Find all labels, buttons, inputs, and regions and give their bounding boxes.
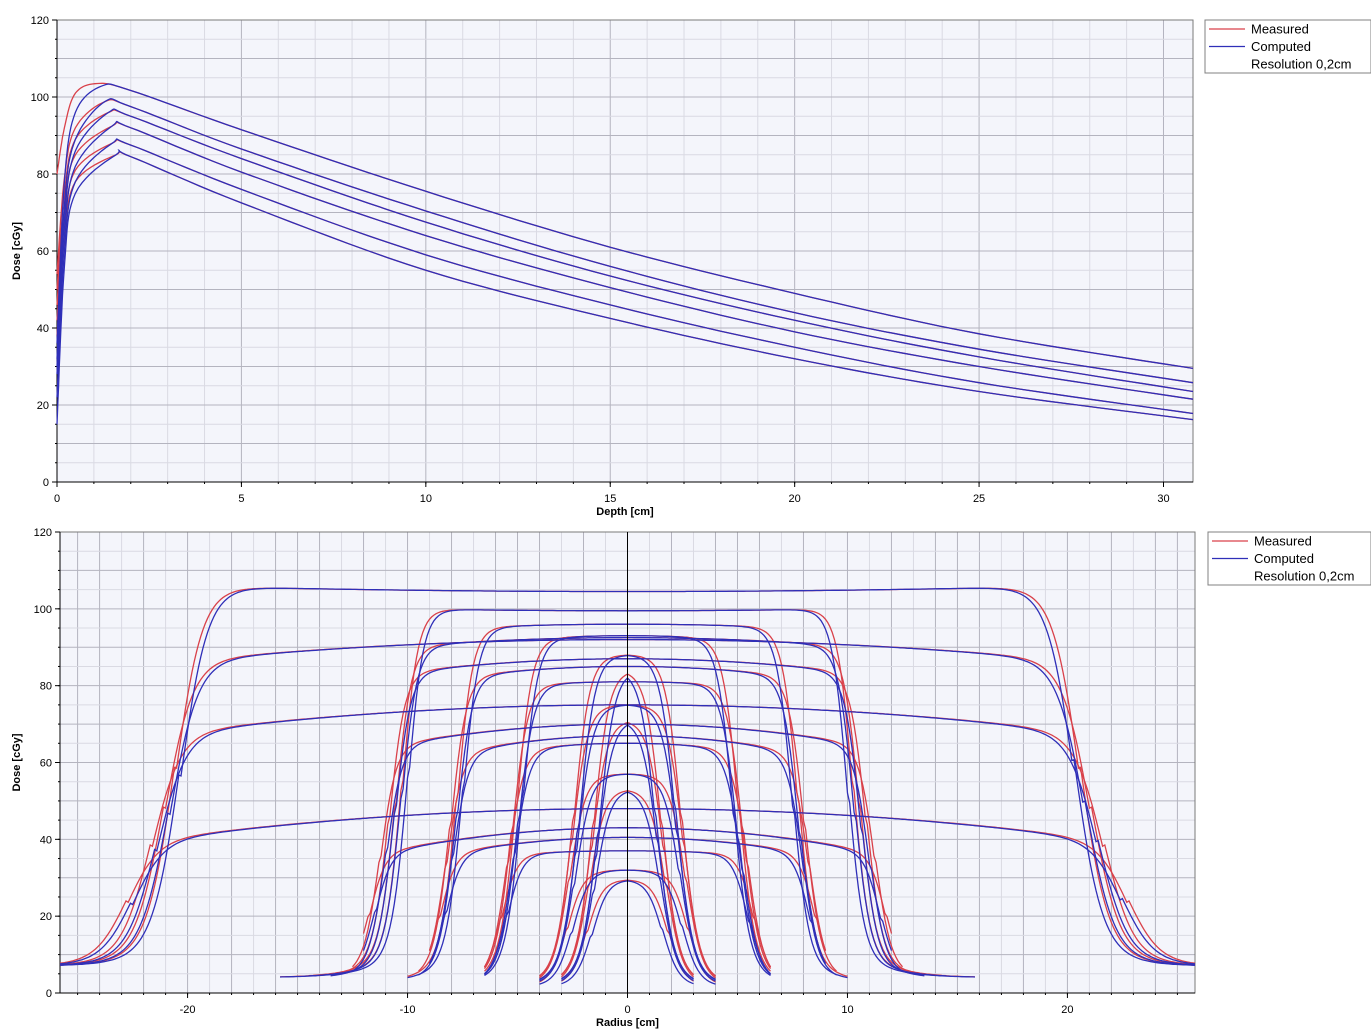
x-tick-label: -20 [180,1004,196,1016]
x-tick-label: 10 [420,493,432,505]
legend-entry: Computed [1251,39,1311,54]
y-tick-label: 60 [40,758,52,770]
legend-entry: Resolution 0,2cm [1251,57,1351,72]
legend-entry: Measured [1251,22,1309,37]
x-tick-label: 25 [973,493,985,505]
x-tick-label: 30 [1157,493,1169,505]
y-tick-label: 100 [31,92,49,104]
y-tick-label: 120 [34,527,52,539]
y-axis-label: Dose [cGy] [11,733,23,791]
x-tick-label: 0 [624,1004,630,1016]
y-tick-label: 40 [37,323,49,335]
computed-depth-dose-curve [56,148,1194,425]
y-tick-label: 0 [43,477,49,489]
x-axis-label: Radius [cm] [596,1017,659,1029]
y-tick-label: 120 [31,15,49,27]
x-axis-label: Depth [cm] [596,506,654,518]
x-tick-label: 10 [841,1004,853,1016]
legend-entry: Resolution 0,2cm [1254,569,1354,584]
x-tick-label: 0 [54,493,60,505]
x-tick-label: 15 [604,493,616,505]
legend: Measured Computed Resolution 0,2cm [1207,531,1371,586]
dose-profile-chart: 0 20 40 60 80 100 120 -20 -10 0 10 20 Radius [cm] Dos… [11,527,1371,1029]
y-tick-label: 100 [34,604,52,616]
grid [56,19,1193,483]
y-tick-label: 40 [40,834,52,846]
x-tick-label: 5 [238,493,244,505]
computed-depth-dose-curve [56,138,1194,415]
computed-depth-dose-curve [56,120,1194,400]
legend-entry: Measured [1254,534,1312,549]
x-tick-label: 20 [1061,1004,1073,1016]
x-tick-label: 20 [789,493,801,505]
computed-depth-dose-curve [56,108,1194,393]
y-tick-label: 80 [40,681,52,693]
y-tick-label: 20 [40,911,52,923]
y-axis-label: Dose [cGy] [11,222,23,280]
legend: Measured Computed Resolution 0,2cm [1204,19,1371,74]
y-tick-label: 20 [37,400,49,412]
depth-dose-chart: 0 20 40 60 80 100 120 0 5 10 15 20 25 30 Depth [cm] Dos… [11,15,1371,518]
y-tick-label: 0 [46,988,52,1000]
legend-entry: Computed [1254,551,1314,566]
y-tick-label: 60 [37,246,49,258]
x-tick-label: -10 [400,1004,416,1016]
computed-depth-dose-curve [56,98,1194,384]
y-tick-label: 80 [37,169,49,181]
computed-depth-dose-curve [56,83,1194,370]
